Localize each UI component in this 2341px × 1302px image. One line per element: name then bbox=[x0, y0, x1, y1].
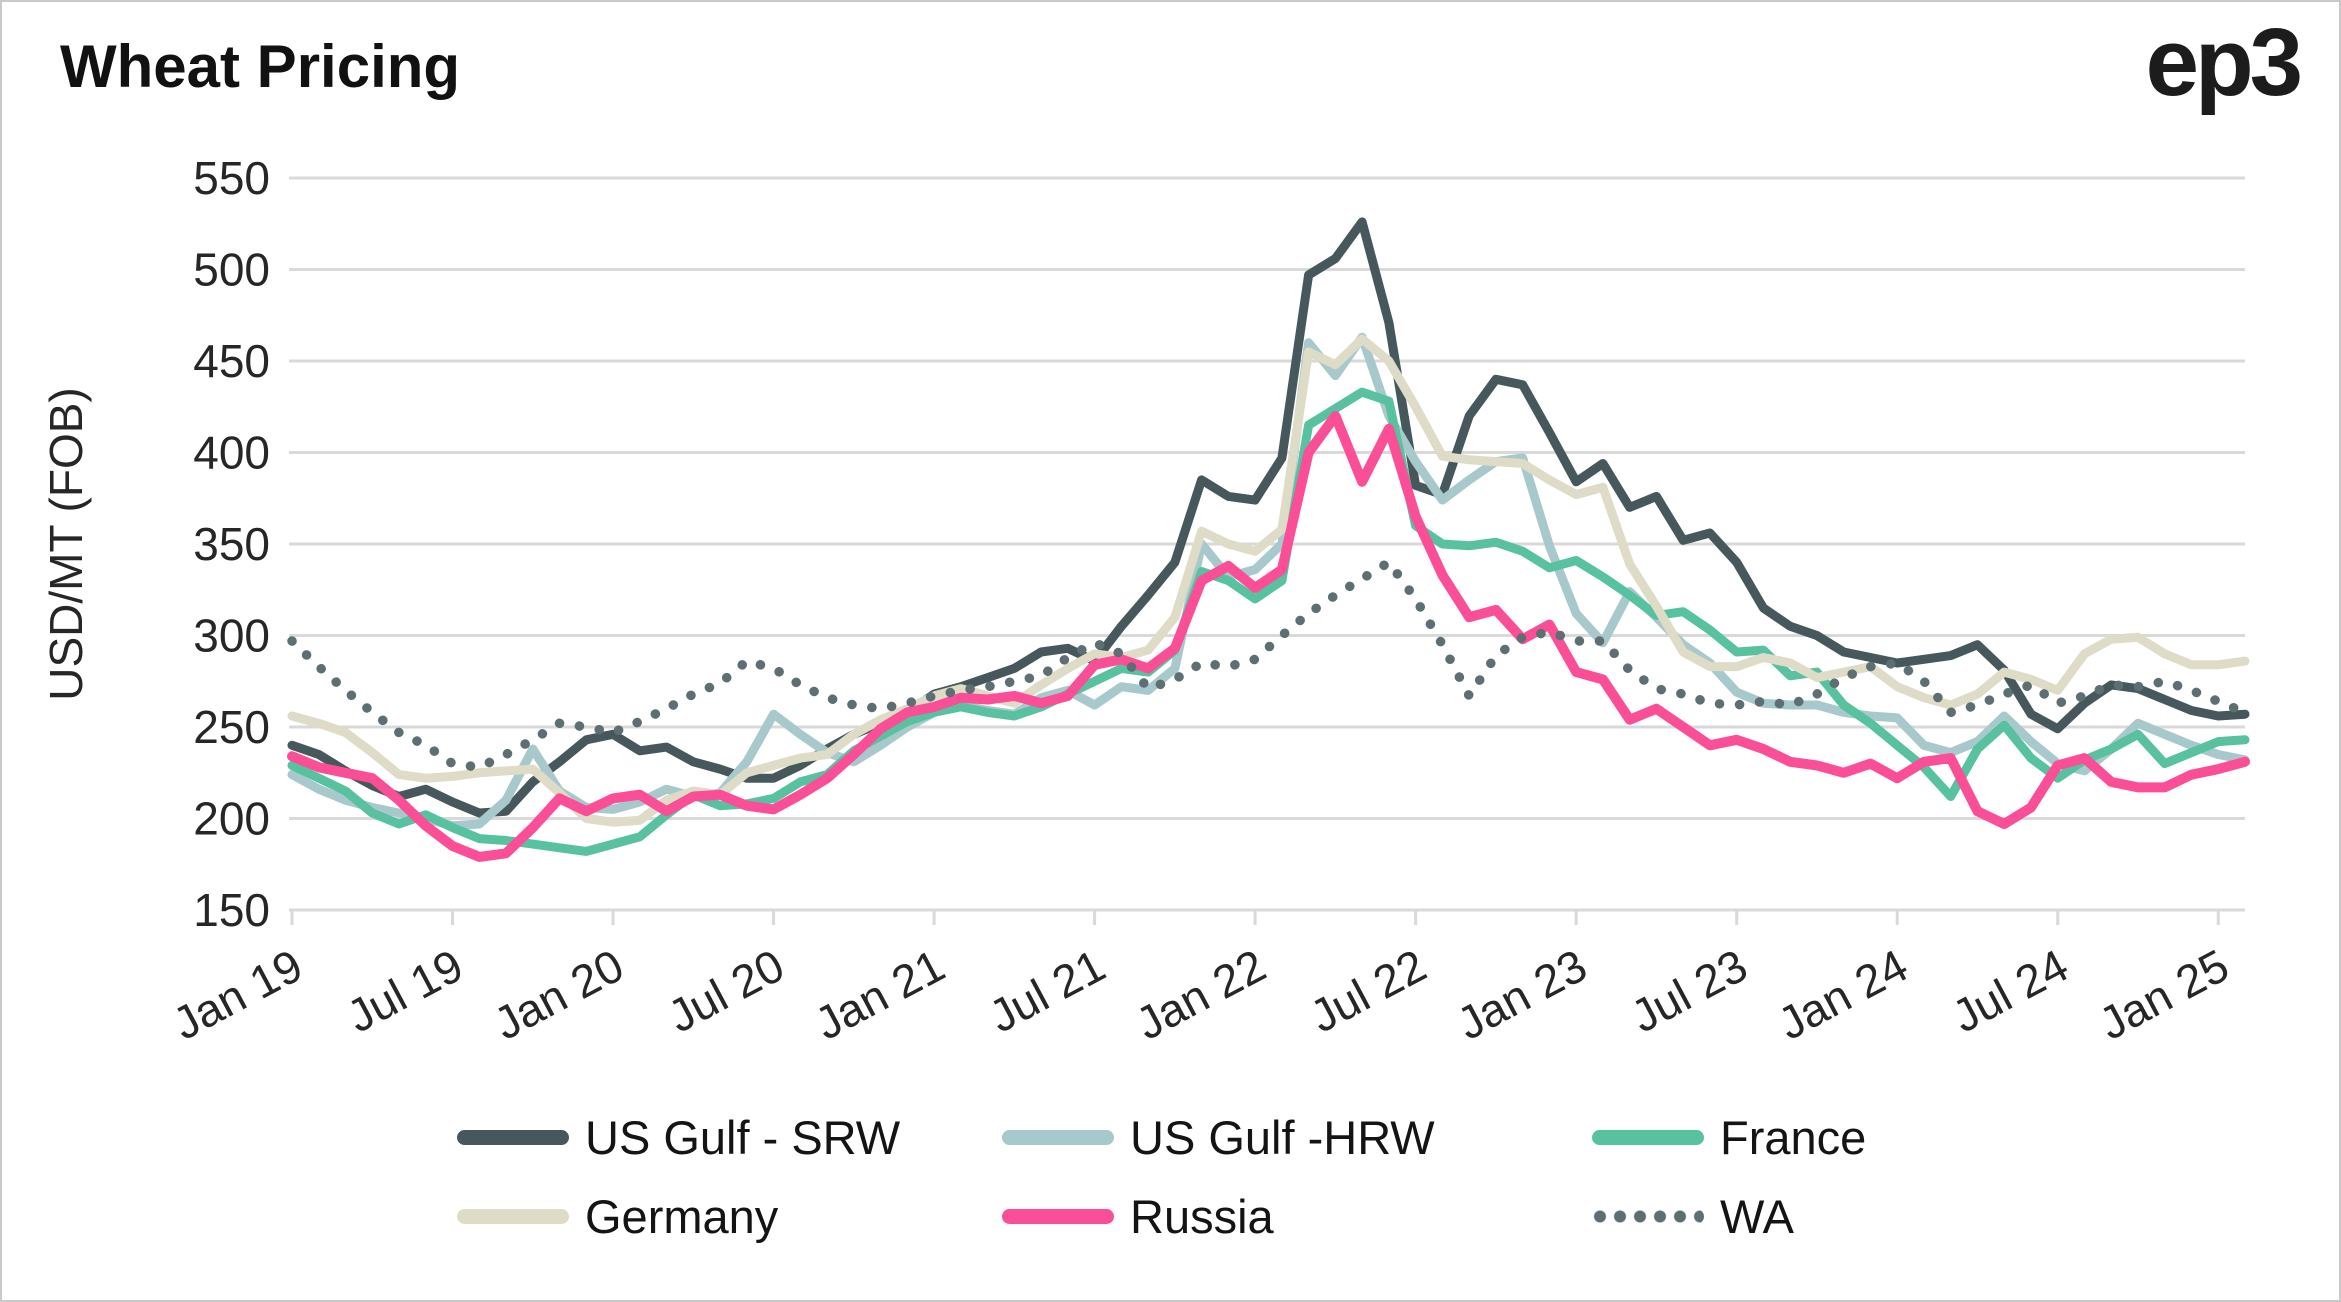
series-line-wa bbox=[287, 557, 2250, 773]
y-tick-label-150: 150 bbox=[193, 884, 270, 936]
x-tick-label-Jul 21: Jul 21 bbox=[981, 939, 1114, 1043]
y-tick-label-250: 250 bbox=[193, 701, 270, 753]
legend-swatch-wa bbox=[1592, 1209, 1704, 1224]
legend-swatch-france bbox=[1592, 1130, 1704, 1145]
series-line-russia bbox=[287, 410, 2250, 862]
y-tick-label-200: 200 bbox=[193, 793, 270, 845]
legend-swatch-us-gulf--hrw bbox=[1002, 1130, 1114, 1145]
y-axis-title: USD/MT (FOB) bbox=[40, 387, 92, 700]
x-tick-label-Jan 20: Jan 20 bbox=[485, 939, 631, 1050]
y-tick-label-450: 450 bbox=[193, 335, 270, 387]
x-tick-label-Jul 22: Jul 22 bbox=[1302, 939, 1435, 1043]
series-line-france bbox=[287, 387, 2250, 856]
y-tick-label-500: 500 bbox=[193, 244, 270, 296]
legend-label: Germany bbox=[585, 1190, 779, 1243]
legend-swatch-germany bbox=[457, 1209, 569, 1224]
page-title: Wheat Pricing bbox=[60, 33, 461, 100]
series-line-germany bbox=[287, 334, 2250, 827]
x-tick-label-Jan 25: Jan 25 bbox=[2091, 939, 2237, 1050]
x-tick-label-Jul 19: Jul 19 bbox=[338, 939, 471, 1043]
legend-item-russia: Russia bbox=[1002, 1193, 1592, 1240]
series-line-us-gulf--hrw bbox=[287, 332, 2250, 831]
y-tick-label-400: 400 bbox=[193, 427, 270, 479]
legend-swatch-us-gulf---srw bbox=[457, 1130, 569, 1145]
legend-item-wa: WA bbox=[1592, 1193, 1866, 1240]
legend-item-us-gulf--hrw: US Gulf -HRW bbox=[1002, 1114, 1592, 1161]
legend-label: US Gulf - SRW bbox=[585, 1111, 901, 1164]
legend-item-us-gulf---srw: US Gulf - SRW bbox=[457, 1114, 1002, 1161]
x-tick-label-Jan 21: Jan 21 bbox=[806, 939, 952, 1050]
legend-item-germany: Germany bbox=[457, 1193, 1002, 1240]
x-tick-label-Jan 23: Jan 23 bbox=[1448, 939, 1594, 1050]
x-tick-label-Jul 24: Jul 24 bbox=[1944, 939, 2077, 1043]
y-tick-label-300: 300 bbox=[193, 610, 270, 662]
legend-swatch-russia bbox=[1002, 1209, 1114, 1224]
legend-label: WA bbox=[1720, 1190, 1794, 1243]
chart-legend: US Gulf - SRW US Gulf -HRW France Germany Ru… bbox=[457, 1114, 1866, 1240]
legend-item-france: France bbox=[1592, 1114, 1866, 1161]
x-tick-label-Jul 23: Jul 23 bbox=[1623, 939, 1756, 1043]
y-tick-label-350: 350 bbox=[193, 518, 270, 570]
legend-label: France bbox=[1720, 1111, 1867, 1164]
x-tick-label-Jan 24: Jan 24 bbox=[1770, 939, 1916, 1050]
legend-label: Russia bbox=[1130, 1190, 1274, 1243]
y-tick-label-550: 550 bbox=[193, 152, 270, 204]
series-line-us-gulf---srw bbox=[287, 217, 2250, 818]
x-tick-label-Jul 20: Jul 20 bbox=[659, 939, 792, 1043]
ep3-logo: ep3 bbox=[2145, 9, 2303, 116]
x-tick-label-Jan 22: Jan 22 bbox=[1127, 939, 1273, 1050]
legend-label: US Gulf -HRW bbox=[1130, 1111, 1435, 1164]
x-tick-label-Jan 19: Jan 19 bbox=[164, 939, 310, 1050]
